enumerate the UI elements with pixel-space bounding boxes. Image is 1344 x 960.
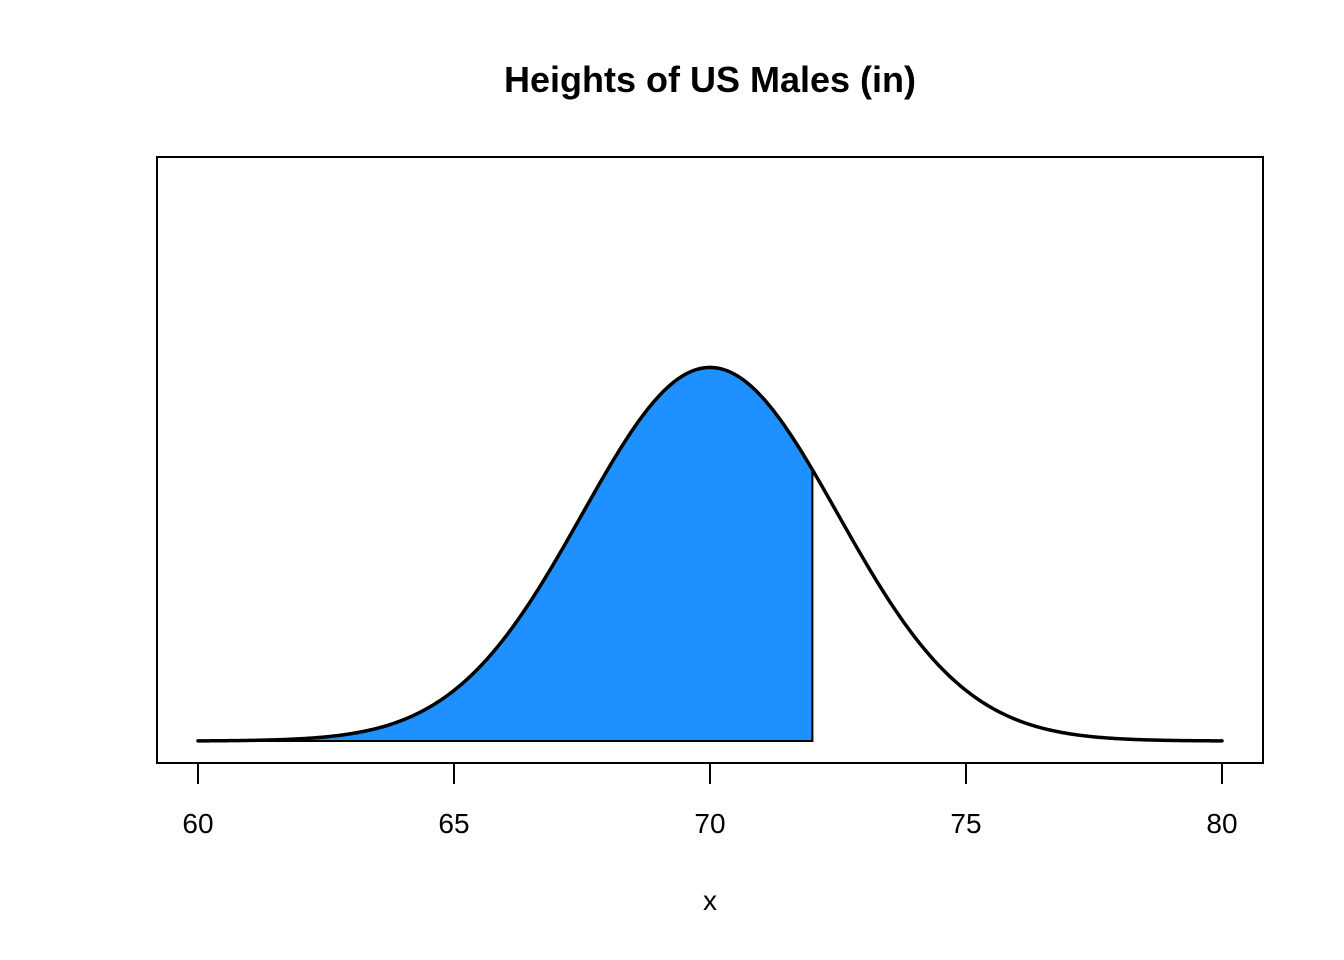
chart-title: Heights of US Males (in) <box>504 59 916 100</box>
x-axis-label: x <box>703 885 717 916</box>
x-tick-label: 65 <box>438 808 469 839</box>
x-tick-label: 80 <box>1206 808 1237 839</box>
plot-area <box>196 365 1224 743</box>
x-tick-label: 60 <box>182 808 213 839</box>
x-axis: 60 65 70 75 80 <box>182 762 1238 839</box>
shaded-area <box>197 366 814 742</box>
x-tick-label: 70 <box>694 808 725 839</box>
density-curve <box>196 365 1224 743</box>
x-tick-label: 75 <box>950 808 981 839</box>
